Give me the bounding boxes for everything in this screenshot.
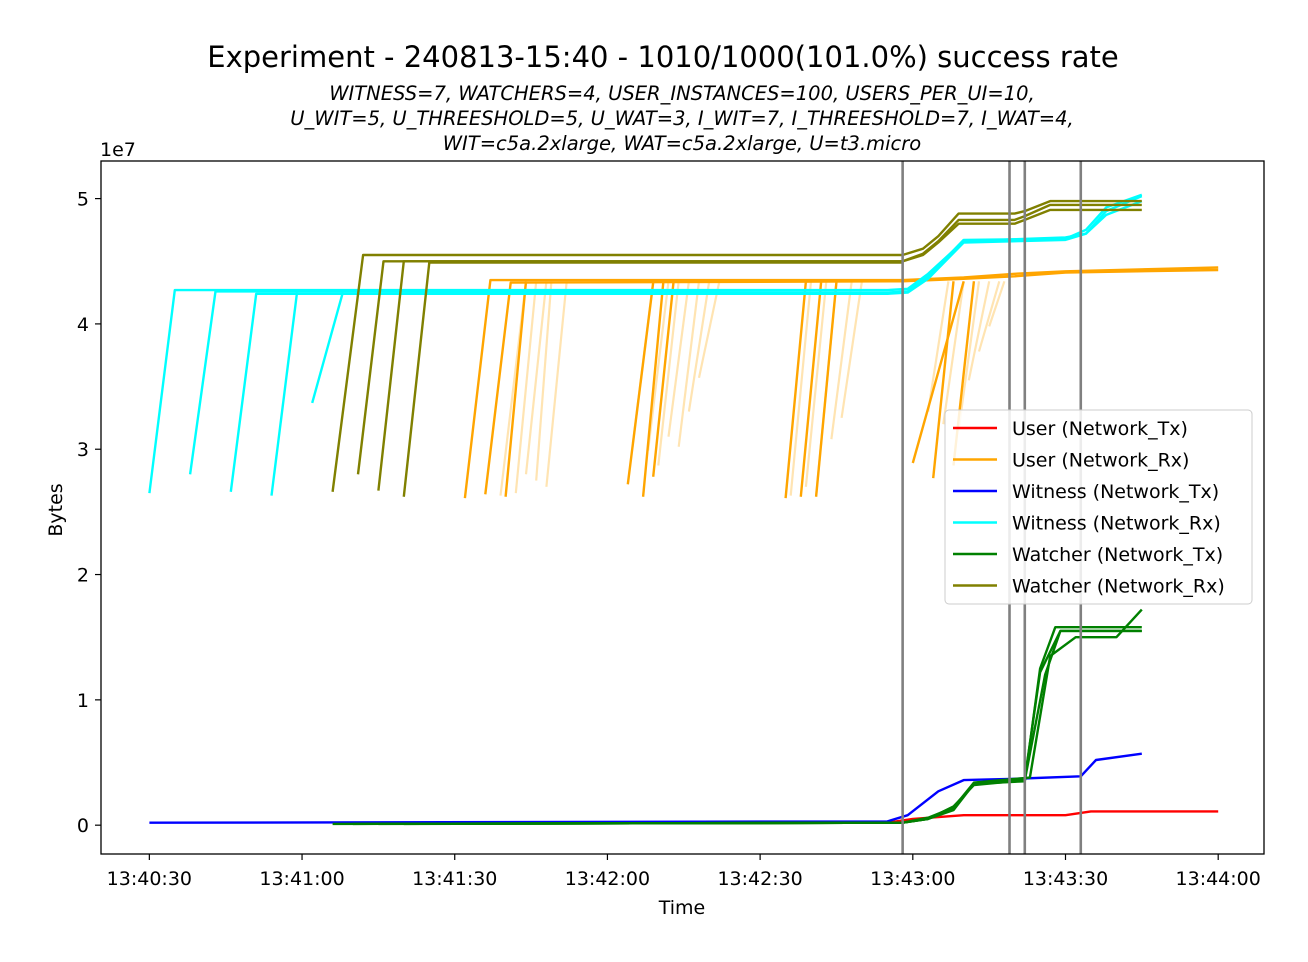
series-1-line-5	[652, 281, 675, 477]
series-1-line-3	[626, 282, 655, 485]
legend-label-1: User (Network_Rx)	[1012, 450, 1189, 472]
series-1-line-6	[784, 281, 808, 499]
series-1-faint-line-2	[524, 281, 548, 475]
series-5-line-0	[331, 199, 1142, 492]
series-1-faint-line-18	[942, 281, 965, 425]
series-1-faint-line-22	[988, 280, 1006, 327]
y-multiplier-label: 1e7	[100, 139, 136, 161]
series-1-faint-line-1	[514, 281, 538, 494]
series-1-line-2	[504, 281, 528, 497]
series-1-faint-line-11	[697, 281, 721, 379]
series-1-line-1	[484, 268, 1219, 495]
series-1-faint-line-21	[977, 280, 1001, 352]
series-1-faint-line-12	[789, 281, 813, 496]
y-tick-label-4: 4	[77, 314, 89, 336]
series-1-faint-line-19	[957, 281, 981, 431]
series-1-line-7	[799, 281, 823, 497]
plot-frame	[100, 160, 1265, 855]
series-1-faint-line-10	[687, 281, 711, 412]
series-4-line-3	[403, 629, 1142, 826]
legend-box	[944, 409, 1253, 605]
legend-label-0: User (Network_Tx)	[1012, 418, 1188, 440]
series-1-faint-line-4	[545, 281, 568, 487]
y-tick-label-0: 0	[77, 815, 89, 837]
y-tick-label-2: 2	[77, 565, 89, 587]
series-2-line-0	[149, 752, 1142, 824]
legend-label-4: Watcher (Network_Tx)	[1012, 544, 1223, 566]
chart-title: Experiment - 240813-15:40 - 1010/1000(10…	[207, 40, 1118, 74]
series-1-faint-line-16	[840, 281, 863, 419]
series-5-line-3	[402, 261, 903, 497]
x-axis-label: Time	[658, 897, 706, 919]
series-3-line-2	[229, 199, 1143, 492]
x-axis: 13:40:30 13:41:00 13:41:30 13:42:00 13:42:30…	[107, 854, 1261, 890]
chart-subtitle-line-2: U_WIT=5, U_THREESHOLD=5, U_WAT=3, I_WIT=…	[290, 107, 1073, 130]
legend-label-5: Watcher (Network_Rx)	[1012, 576, 1225, 598]
series-1-faint-line-17	[927, 281, 950, 412]
y-tick-label-1: 1	[77, 690, 89, 712]
chart-subtitle-line-3: WIT=c5a.2xlarge, WAT=c5a.2xlarge, U=t3.m…	[443, 132, 922, 155]
y-axis: 0 1 2 3 4 5	[77, 189, 101, 837]
x-tick-label-3: 13:42:00	[565, 868, 650, 890]
series-3-line-1	[188, 193, 1143, 475]
x-tick-label-1: 13:41:00	[259, 868, 344, 890]
series-1-faint-line-6	[647, 281, 670, 451]
x-tick-label-5: 13:43:00	[870, 868, 955, 890]
series-4-line-0	[332, 629, 1142, 826]
plot-area	[148, 193, 1219, 826]
series-1-faint-line-20	[967, 281, 991, 381]
legend: User (Network_Tx) User (Network_Rx) Witnes…	[944, 409, 1253, 605]
x-tick-label-4: 13:42:30	[717, 868, 802, 890]
series-4-line-2	[378, 608, 1143, 826]
series-1-faint-line-9	[677, 281, 701, 447]
legend-label-3: Witness (Network_Rx)	[1012, 513, 1221, 535]
y-tick-label-5: 5	[77, 189, 89, 211]
series-4-line-1	[352, 626, 1142, 826]
y-tick-label-3: 3	[77, 439, 89, 461]
series-3-line-4	[311, 292, 344, 404]
x-tick-label-2: 13:41:30	[412, 868, 497, 890]
series-1-line-8	[814, 281, 838, 497]
x-tick-label-7: 13:44:00	[1176, 868, 1261, 890]
series-1-faint-line-13	[804, 281, 828, 487]
series-1-faint-line-15	[830, 281, 853, 440]
x-tick-label-0: 13:40:30	[107, 868, 192, 890]
x-tick-label-6: 13:43:30	[1023, 868, 1108, 890]
y-axis-label: Bytes	[45, 483, 67, 536]
series-1-faint-line-8	[667, 281, 690, 437]
series-1-faint-line-7	[657, 281, 680, 466]
series-1-line-9	[911, 280, 965, 464]
series-1-line-10	[932, 281, 955, 479]
chart-subtitle-line-1: WITNESS=7, WATCHERS=4, USER_INSTANCES=10…	[329, 82, 1035, 105]
legend-label-2: Witness (Network_Tx)	[1012, 481, 1219, 503]
series-1-faint-line-3	[535, 281, 553, 481]
series-3-line-3	[270, 292, 299, 496]
series-1-line-4	[641, 281, 665, 497]
